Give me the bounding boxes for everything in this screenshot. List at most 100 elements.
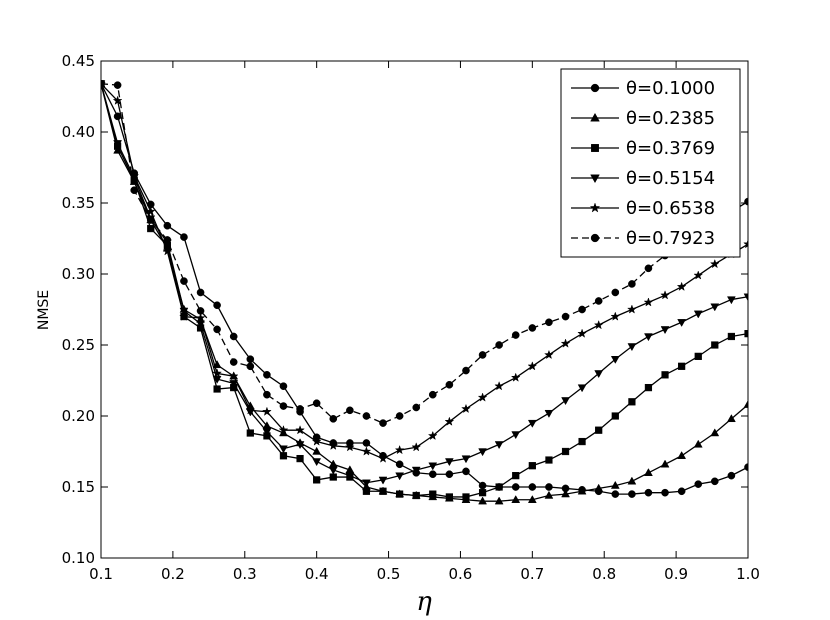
data-point-s3 bbox=[213, 385, 221, 393]
data-point-s1 bbox=[246, 355, 255, 364]
data-point-s1 bbox=[694, 480, 703, 488]
data-point-s1 bbox=[113, 112, 122, 121]
data-point-s3 bbox=[512, 472, 520, 480]
legend-box bbox=[560, 68, 741, 258]
data-point-s3 bbox=[313, 476, 321, 484]
data-point-s6 bbox=[329, 415, 338, 423]
data-point-s3 bbox=[329, 473, 337, 481]
data-point-s3 bbox=[744, 330, 748, 338]
data-point-s5 bbox=[544, 349, 554, 360]
y-axis-label: NMSE bbox=[36, 290, 52, 330]
data-point-s5 bbox=[228, 371, 239, 381]
data-point-s4 bbox=[361, 479, 371, 488]
y-tick-label: 0.35 bbox=[62, 194, 95, 212]
data-point-s6 bbox=[578, 305, 586, 314]
data-point-s1 bbox=[545, 483, 553, 491]
data-point-s2 bbox=[494, 496, 504, 505]
x-tick-label: 0.9 bbox=[664, 565, 688, 583]
data-point-s6 bbox=[312, 399, 321, 408]
legend-marker bbox=[590, 112, 600, 122]
data-point-s1 bbox=[180, 233, 188, 241]
y-tick-label: 0.10 bbox=[62, 549, 95, 567]
x-axis-label: η bbox=[416, 587, 432, 617]
data-point-s3 bbox=[661, 371, 669, 379]
data-point-s5 bbox=[743, 239, 748, 249]
data-point-s1 bbox=[428, 470, 437, 479]
data-point-s3 bbox=[279, 452, 288, 460]
data-point-s5 bbox=[245, 405, 256, 415]
data-point-s2 bbox=[677, 451, 687, 459]
data-point-s5 bbox=[461, 403, 471, 414]
data-point-s2 bbox=[113, 145, 123, 154]
data-point-s1 bbox=[661, 488, 669, 497]
data-point-s2 bbox=[478, 496, 488, 505]
legend: θ=0.1000 θ=0.2385 θ=0.3769 θ=0.5154 θ=0.6538… bbox=[560, 68, 741, 258]
data-point-s6 bbox=[263, 390, 271, 399]
data-point-s5 bbox=[610, 311, 621, 321]
data-point-s3 bbox=[528, 462, 536, 470]
axis-ticks: 0.1 0.2 0.3 0.4 0.5 0.6 0.7 0.8 0.9 1.0 0.10 0.15 0.… bbox=[62, 52, 760, 583]
data-point-s3 bbox=[561, 447, 570, 456]
data-point-s6 bbox=[362, 412, 371, 420]
data-point-s6 bbox=[561, 312, 570, 321]
data-point-s3 bbox=[711, 341, 719, 349]
data-point-s3 bbox=[495, 483, 503, 491]
data-point-s1 bbox=[279, 382, 288, 390]
data-point-s5 bbox=[162, 246, 173, 256]
data-point-s2 bbox=[212, 360, 222, 369]
data-point-s4 bbox=[710, 303, 720, 312]
legend-entry: θ=0.6538 bbox=[626, 198, 715, 219]
data-point-s5 bbox=[444, 416, 455, 426]
data-point-s6 bbox=[279, 402, 288, 410]
data-point-s6 bbox=[213, 325, 221, 334]
data-point-s5 bbox=[262, 406, 272, 416]
series-line-5 bbox=[101, 83, 748, 460]
data-point-s5 bbox=[660, 290, 670, 300]
x-tick-label: 0.8 bbox=[592, 565, 616, 583]
legend-marker bbox=[590, 83, 600, 93]
y-tick-label: 0.25 bbox=[62, 336, 95, 354]
data-point-s6 bbox=[296, 405, 304, 413]
data-point-s5 bbox=[560, 338, 571, 348]
data-point-s4 bbox=[627, 343, 637, 352]
data-point-s3 bbox=[727, 332, 736, 341]
data-point-s6 bbox=[180, 277, 188, 285]
series-line-4 bbox=[101, 83, 748, 484]
data-point-s2 bbox=[627, 476, 637, 485]
data-point-s4 bbox=[312, 458, 322, 467]
data-point-s4 bbox=[743, 293, 748, 302]
data-point-s6 bbox=[495, 341, 503, 349]
data-point-s1 bbox=[727, 471, 736, 480]
data-point-s5 bbox=[676, 281, 687, 291]
data-point-s5 bbox=[643, 297, 654, 307]
data-point-s5 bbox=[278, 425, 289, 435]
data-point-s6 bbox=[428, 390, 437, 399]
data-point-s5 bbox=[626, 304, 637, 314]
data-point-s2 bbox=[726, 414, 736, 423]
data-point-s4 bbox=[660, 326, 670, 335]
data-point-s6 bbox=[346, 406, 354, 415]
data-point-s5 bbox=[394, 444, 405, 455]
x-tick-label: 0.7 bbox=[520, 565, 544, 583]
data-point-s3 bbox=[678, 362, 686, 370]
data-point-s1 bbox=[462, 467, 470, 476]
data-point-s6 bbox=[628, 280, 636, 288]
data-point-s5 bbox=[510, 372, 521, 382]
data-point-s2 bbox=[710, 428, 720, 437]
data-point-s2 bbox=[577, 486, 587, 495]
data-point-s5 bbox=[477, 392, 488, 402]
data-point-s1 bbox=[213, 301, 221, 310]
data-point-s6 bbox=[130, 186, 139, 195]
data-point-s4 bbox=[544, 409, 554, 418]
data-point-s3 bbox=[147, 224, 155, 233]
data-point-s3 bbox=[445, 493, 453, 501]
data-point-s3 bbox=[595, 426, 603, 434]
data-point-s3 bbox=[429, 490, 437, 498]
data-point-s6 bbox=[528, 324, 537, 332]
data-point-s2 bbox=[511, 495, 521, 503]
data-point-s3 bbox=[412, 491, 420, 500]
data-point-s5 bbox=[145, 206, 156, 216]
legend-entry: θ=0.5154 bbox=[626, 168, 715, 189]
data-point-s6 bbox=[412, 403, 421, 412]
